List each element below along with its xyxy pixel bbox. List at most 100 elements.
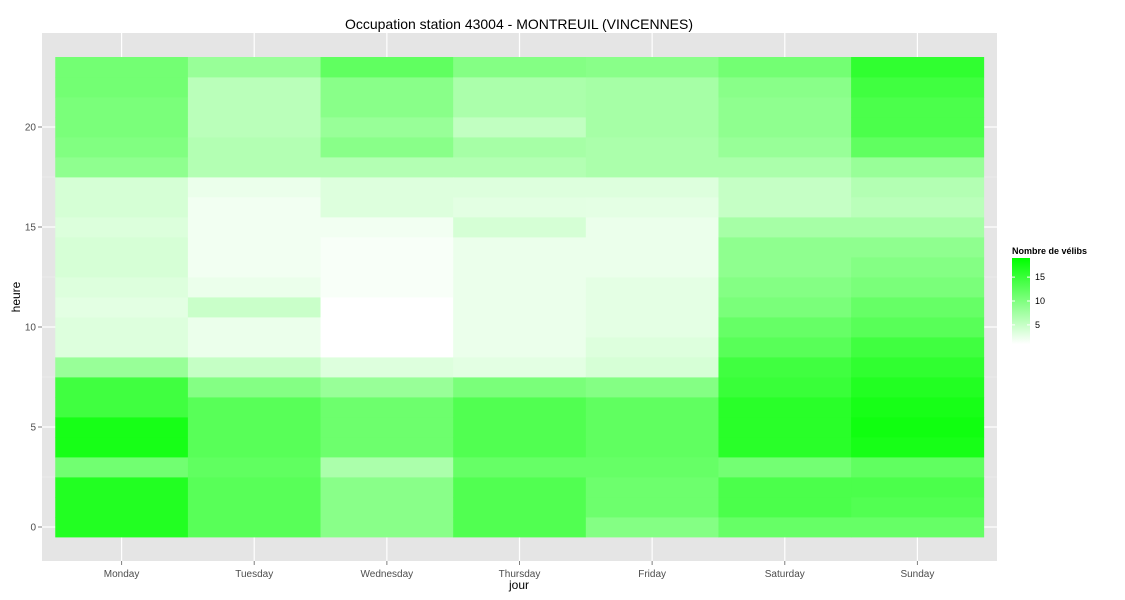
y-axis: 0 5 10 15 20 [25, 123, 42, 534]
heatmap-tile [718, 97, 852, 118]
heatmap-tile [851, 517, 985, 538]
heatmap-tile [851, 337, 985, 358]
heatmap-tile [585, 77, 719, 98]
heatmap-tile [55, 477, 189, 498]
heatmap-tile [187, 57, 321, 78]
y-tick-label: 5 [30, 423, 36, 434]
heatmap-tile [585, 137, 719, 158]
heatmap-tile [851, 277, 985, 298]
heatmap-tile [453, 477, 587, 498]
x-tick-label: Wednesday [361, 569, 414, 580]
heatmap-tile [718, 437, 852, 458]
heatmap-tile [585, 497, 719, 518]
heatmap-tile [453, 317, 587, 338]
heatmap-tile [320, 57, 454, 78]
heatmap-tile [187, 157, 321, 178]
heatmap-tile [718, 477, 852, 498]
heatmap-tile [320, 497, 454, 518]
heatmap-tile [585, 217, 719, 238]
heatmap-tile [851, 57, 985, 78]
heatmap-tile [851, 317, 985, 338]
heatmap-tile [453, 157, 587, 178]
heatmap-tile [320, 117, 454, 138]
heatmap-tile [55, 157, 189, 178]
heatmap-tile [320, 257, 454, 278]
heatmap-tile [453, 77, 587, 98]
heatmap-tile [55, 177, 189, 198]
heatmap-tile [55, 297, 189, 318]
heatmap-tile [187, 357, 321, 378]
heatmap-tile [718, 297, 852, 318]
heatmap-tile [320, 217, 454, 238]
x-axis-title: jour [508, 578, 529, 592]
heatmap-tile [851, 417, 985, 438]
heatmap-tile [718, 57, 852, 78]
heatmap-tile [718, 237, 852, 258]
heatmap-tile [55, 57, 189, 78]
heatmap-tile [585, 257, 719, 278]
heatmap-tile [585, 117, 719, 138]
heatmap-tile [320, 157, 454, 178]
heatmap-tile [718, 397, 852, 418]
heatmap-tile [187, 477, 321, 498]
heatmap-tile [187, 337, 321, 358]
heatmap-tile [320, 177, 454, 198]
heatmap-tile [585, 177, 719, 198]
heatmap-tile [851, 97, 985, 118]
x-tick-label: Sunday [900, 569, 934, 580]
heatmap-tile [55, 497, 189, 518]
legend-tick-label: 10 [1035, 296, 1045, 306]
heatmap-tile [453, 137, 587, 158]
heatmap-tile [851, 137, 985, 158]
heatmap-tile [585, 437, 719, 458]
heatmap-tile [851, 117, 985, 138]
heatmap-tile [851, 397, 985, 418]
x-tick-label: Tuesday [235, 569, 273, 580]
heatmap-tile [718, 217, 852, 238]
heatmap-tile [718, 517, 852, 538]
heatmap-tile [718, 497, 852, 518]
heatmap-tile [320, 457, 454, 478]
heatmap-tile [851, 237, 985, 258]
heatmap-tile [187, 117, 321, 138]
heatmap-tile [187, 137, 321, 158]
heatmap-tile [585, 57, 719, 78]
heatmap-tile [187, 457, 321, 478]
heatmap-tile [55, 397, 189, 418]
color-legend: Nombre de vélibs 5 10 15 [1012, 246, 1087, 344]
heatmap-tile [453, 257, 587, 278]
heatmap-tile [585, 197, 719, 218]
heatmap-tile [320, 277, 454, 298]
heatmap-tile [851, 477, 985, 498]
heatmap-tile [187, 417, 321, 438]
heatmap-tile [718, 337, 852, 358]
heatmap-tile [718, 277, 852, 298]
heatmap-tile [453, 277, 587, 298]
legend-title: Nombre de vélibs [1012, 246, 1087, 256]
heatmap-tile [718, 377, 852, 398]
heatmap-tile [187, 277, 321, 298]
heatmap-tile [851, 197, 985, 218]
heatmap-tile [320, 337, 454, 358]
legend-ticks: 5 10 15 [1012, 272, 1045, 330]
heatmap-tile [718, 137, 852, 158]
heatmap-tile [55, 97, 189, 118]
heatmap-tile [851, 437, 985, 458]
heatmap-tile [585, 237, 719, 258]
y-tick-label: 20 [25, 123, 37, 134]
heatmap-tile [453, 437, 587, 458]
heatmap-tile [320, 477, 454, 498]
heatmap-tile [718, 157, 852, 178]
heatmap-tile [453, 417, 587, 438]
legend-colorbar [1012, 258, 1030, 344]
heatmap-tile [55, 237, 189, 258]
heatmap-tile [585, 337, 719, 358]
heatmap-tile [585, 477, 719, 498]
heatmap-tile [585, 97, 719, 118]
x-tick-label: Saturday [765, 569, 805, 580]
heatmap-tile [320, 357, 454, 378]
heatmap-tile [585, 317, 719, 338]
heatmap-tile [453, 517, 587, 538]
heatmap-tile [453, 197, 587, 218]
heatmap-tile [187, 497, 321, 518]
